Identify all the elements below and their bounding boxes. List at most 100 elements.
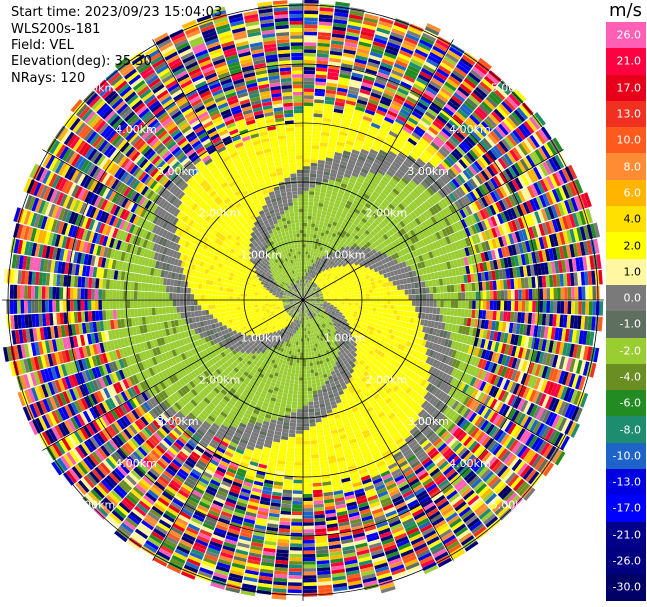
ray-gate	[312, 205, 318, 210]
ray-gate	[545, 235, 552, 248]
ray-gate	[521, 241, 528, 253]
ray-gate	[305, 298, 310, 300]
ray-gate	[536, 180, 545, 194]
ray-gate	[151, 284, 156, 292]
ray-gate	[456, 258, 462, 267]
ray-gate	[357, 274, 362, 279]
ray-gate	[397, 237, 404, 244]
ray-gate	[557, 287, 561, 300]
ray-gate	[439, 210, 447, 219]
ray-gate	[318, 290, 322, 293]
ray-gate	[406, 231, 413, 239]
ray-gate	[511, 179, 520, 191]
ray-gate	[194, 282, 199, 289]
ray-gate	[312, 127, 322, 132]
ray-gate	[309, 184, 316, 188]
ray-gate	[558, 217, 566, 231]
ray-gate	[338, 285, 343, 289]
ray-gate	[582, 256, 588, 271]
ray-gate	[539, 163, 549, 177]
ray-gate	[406, 265, 412, 272]
ray-gate	[489, 204, 497, 216]
ray-gate	[247, 297, 251, 300]
ray-gate	[368, 273, 374, 279]
ray-gate	[507, 221, 515, 233]
ray-gate	[291, 52, 303, 57]
ray-gate	[316, 170, 324, 175]
ray-gate	[442, 208, 450, 218]
ray-gate	[449, 260, 455, 269]
ray-gate	[572, 243, 579, 257]
ray-gate	[294, 127, 303, 131]
ray-gate	[340, 293, 345, 296]
ray-gate	[299, 265, 302, 269]
ray-gate	[286, 134, 295, 139]
ray-gate	[303, 169, 310, 174]
ray-gate	[428, 251, 434, 259]
ray-gate	[326, 283, 330, 287]
ray-gate	[344, 271, 349, 276]
ray-gate	[504, 222, 512, 234]
ray-gate	[567, 287, 572, 300]
ray-gate	[572, 212, 580, 227]
ray-gate	[534, 149, 545, 163]
ray-gate	[375, 262, 380, 268]
ray-gate	[315, 238, 320, 243]
ray-gate	[187, 281, 192, 288]
ray-gate	[558, 169, 568, 184]
ray-gate	[465, 292, 469, 300]
ray-gate	[573, 196, 582, 211]
ray-gate	[222, 295, 226, 300]
ray-gate	[162, 285, 167, 293]
ray-gate	[438, 247, 444, 256]
ray-gate	[391, 247, 397, 254]
ray-gate	[126, 281, 132, 291]
ray-gate	[343, 288, 348, 292]
ray-gate	[306, 261, 309, 266]
ray-gate	[576, 242, 583, 257]
ray-gate	[326, 294, 331, 297]
ray-gate	[405, 260, 411, 267]
ray-gate	[389, 286, 394, 291]
ray-gate	[406, 277, 411, 284]
ray-gate	[98, 289, 103, 300]
ray-gate	[388, 242, 395, 249]
ray-gate	[303, 247, 306, 252]
ray-gate	[303, 95, 314, 100]
ray-gate	[332, 287, 336, 291]
ray-gate	[338, 283, 342, 287]
ray-gate	[427, 218, 435, 226]
ray-gate	[381, 268, 387, 274]
ray-gate	[293, 102, 303, 107]
ray-gate	[306, 233, 310, 238]
ray-gate	[454, 222, 461, 232]
ray-gate	[312, 294, 316, 297]
ray-gate	[236, 293, 241, 297]
ray-gate	[264, 296, 269, 298]
ray-gate	[377, 266, 382, 271]
ray-gate	[299, 219, 303, 223]
ray-gate	[288, 6, 303, 11]
ray-gate	[352, 280, 357, 284]
ray-gate	[566, 229, 573, 244]
ray-gate	[575, 211, 583, 226]
ray-gate	[397, 250, 403, 257]
ray-gate	[461, 292, 466, 300]
ray-gate	[395, 263, 400, 270]
ray-gate	[380, 274, 385, 280]
ray-gate	[566, 273, 571, 287]
ray-gate	[499, 172, 508, 184]
ray-gate	[583, 225, 590, 240]
ray-gate	[504, 234, 511, 246]
ray-gate	[329, 281, 334, 285]
ray-gate	[316, 297, 320, 299]
ray-gate	[303, 106, 314, 110]
ray-gate	[490, 249, 497, 260]
ray-gate	[550, 204, 559, 219]
ray-gate	[291, 67, 303, 71]
ray-gate	[303, 208, 308, 213]
ray-gate	[513, 206, 521, 218]
ray-gate	[351, 297, 356, 300]
ray-gate	[520, 173, 530, 187]
ray-gate	[308, 201, 314, 206]
